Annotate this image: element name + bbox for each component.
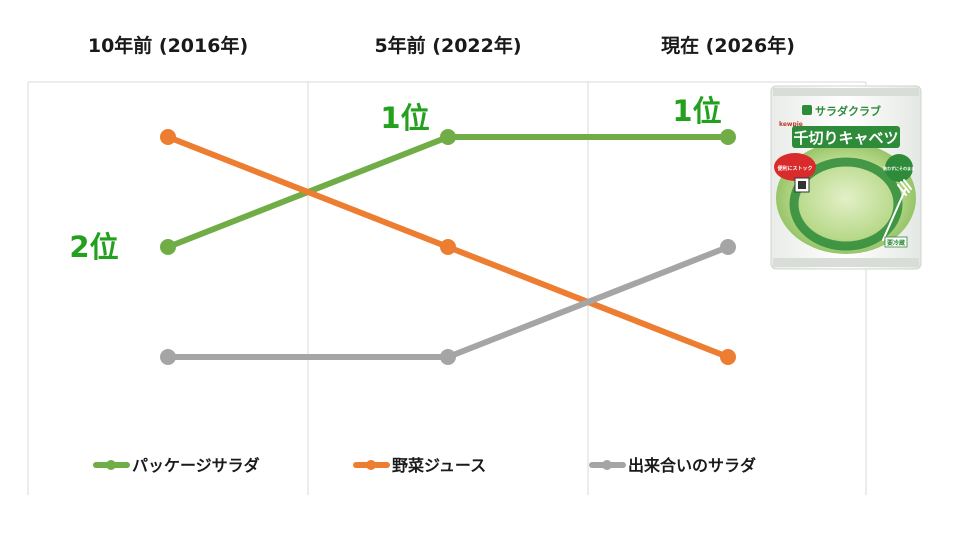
series-1-point-2 (720, 349, 736, 365)
legend: パッケージサラダ 野菜ジュース 出来合いのサラダ (93, 456, 756, 475)
legend-label-1: 野菜ジュース (392, 456, 486, 475)
category-headers: 10年前 (2016年) 5年前 (2022年) 現在 (2026年) (88, 34, 795, 57)
category-header-0: 10年前 (2016年) (88, 34, 248, 57)
series-0 (160, 129, 736, 255)
legend-marker-2 (602, 460, 612, 470)
package-bottom-seal (773, 258, 919, 267)
product-name-band (792, 126, 900, 148)
stock-badge (774, 153, 816, 181)
series-2-point-2 (720, 239, 736, 255)
series-2 (160, 239, 736, 365)
legend-item-2: 出来合いのサラダ (589, 456, 756, 475)
product-package-image: kewpie サラダクラブ 千切りキャベツ 便利にストック 洗わずにそのまま 要… (770, 85, 922, 270)
series-1 (160, 129, 736, 365)
legend-item-0: パッケージサラダ (93, 456, 260, 475)
storage-label (884, 236, 908, 248)
legend-marker-1 (366, 460, 376, 470)
legend-label-2: 出来合いのサラダ (628, 456, 756, 475)
rank-label-0: 2位 (69, 230, 118, 264)
series-2-point-1 (440, 349, 456, 365)
maker-logo-text: kewpie (779, 121, 803, 128)
rank-labels: 2位 1位 1位 (69, 94, 721, 264)
rank-label-1: 1位 (380, 101, 429, 135)
product-name: 千切りキャベツ (793, 129, 898, 147)
brand-name: サラダクラブ (815, 104, 881, 118)
series-1-point-1 (440, 239, 456, 255)
series-0-point-1 (440, 129, 456, 145)
package-top-seal (773, 88, 919, 96)
series-1-point-0 (160, 129, 176, 145)
series-line-0 (166, 134, 728, 250)
brand-logo-icon (802, 105, 812, 115)
category-header-2: 現在 (2026年) (661, 34, 795, 57)
legend-marker-0 (106, 460, 116, 470)
category-header-1: 5年前 (2022年) (374, 34, 521, 57)
qr-code-inner (798, 181, 806, 189)
series-2-point-0 (160, 349, 176, 365)
series-0-point-2 (720, 129, 736, 145)
fork-icon (882, 179, 912, 241)
side-note-badge (885, 154, 913, 182)
legend-label-0: パッケージサラダ (132, 456, 260, 475)
rank-label-2: 1位 (672, 94, 721, 128)
series-0-point-0 (160, 239, 176, 255)
series-line-2 (168, 244, 730, 360)
side-note-text: 洗わずにそのまま (883, 165, 915, 171)
stock-badge-text: 便利にストック (777, 165, 812, 172)
legend-item-1: 野菜ジュース (353, 456, 486, 475)
storage-text: 要冷蔵 (887, 239, 905, 247)
series-layer (160, 129, 736, 365)
